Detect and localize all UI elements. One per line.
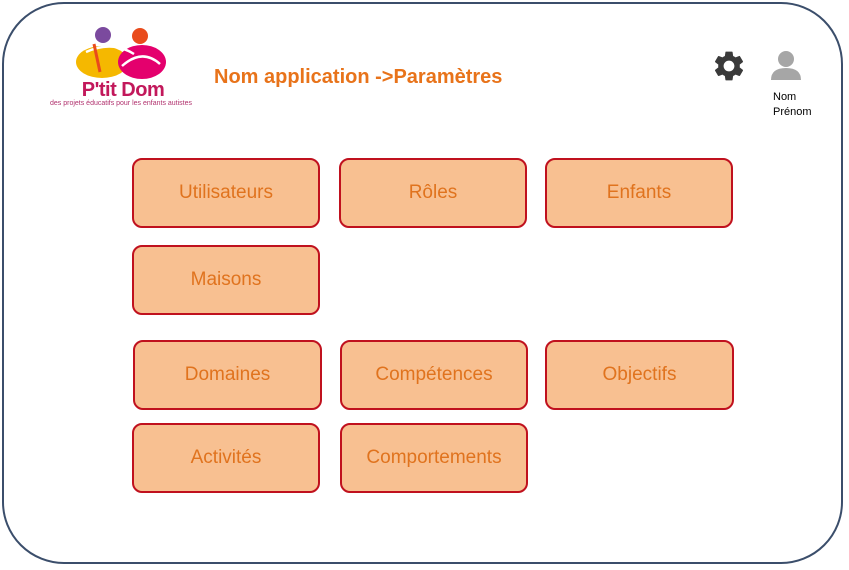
tile-utilisateurs[interactable]: Utilisateurs <box>132 158 320 228</box>
tile-maisons[interactable]: Maisons <box>132 245 320 315</box>
tile-enfants[interactable]: Enfants <box>545 158 733 228</box>
app-logo: P'tit Dom des projets éducatifs pour les… <box>42 22 197 110</box>
logo-name: P'tit Dom <box>81 79 165 101</box>
tile-competences[interactable]: Compétences <box>340 340 528 410</box>
tile-objectifs[interactable]: Objectifs <box>545 340 734 410</box>
tile-activites[interactable]: Activités <box>132 423 320 493</box>
logo-tagline: des projets éducatifs pour les enfants a… <box>49 100 193 107</box>
page-title: Nom application ->Paramètres <box>214 66 503 88</box>
user-icon[interactable] <box>766 48 806 82</box>
tile-domaines[interactable]: Domaines <box>133 340 322 410</box>
user-name-line1: Nom <box>773 91 797 103</box>
tile-roles[interactable]: Rôles <box>339 158 527 228</box>
logo-graphic <box>76 27 166 79</box>
user-name-line2: Prénom <box>773 106 812 118</box>
tile-comportements[interactable]: Comportements <box>340 423 528 493</box>
user-name: Nom Prénom <box>773 90 812 120</box>
gear-icon[interactable] <box>711 48 747 84</box>
